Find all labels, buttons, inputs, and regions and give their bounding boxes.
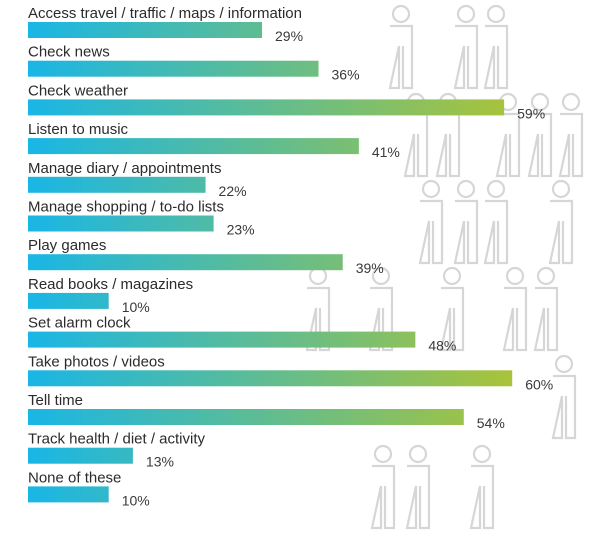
value-label: 36% (332, 67, 360, 83)
person-figure-icon (405, 444, 431, 530)
person-figure-icon (551, 354, 577, 440)
bar (28, 292, 109, 309)
value-label: 22% (219, 183, 247, 199)
value-label: 10% (122, 299, 150, 315)
category-label: Play games (28, 237, 106, 254)
person-figure-icon (439, 266, 465, 352)
bar (28, 331, 416, 348)
person-figure-icon (370, 444, 396, 530)
bar (28, 409, 464, 425)
category-label: Manage shopping / to-do lists (28, 199, 224, 216)
person-figure-icon (388, 4, 414, 90)
value-label: 23% (227, 222, 255, 238)
person-figure-icon (418, 179, 444, 265)
person-figure-icon (527, 92, 553, 178)
value-label: 60% (525, 376, 553, 392)
person-figure-icon (502, 266, 528, 352)
category-label: Set alarm clock (28, 315, 131, 332)
bar (28, 447, 133, 464)
bar (28, 215, 214, 232)
category-label: Access travel / traffic / maps / informa… (28, 5, 302, 22)
category-label: Manage diary / appointments (28, 160, 221, 177)
person-figure-icon (533, 266, 559, 352)
category-label: Tell time (28, 392, 83, 409)
category-label: None of these (28, 469, 121, 486)
person-figure-icon (469, 444, 495, 530)
bar (28, 370, 513, 387)
category-label: Check news (28, 44, 110, 61)
bar (28, 99, 505, 116)
bar (28, 254, 343, 271)
bar (28, 486, 109, 503)
bar (28, 60, 319, 77)
person-figure-icon (558, 92, 584, 178)
person-figure-icon (453, 179, 479, 265)
category-label: Read books / magazines (28, 276, 193, 293)
value-label: 59% (517, 105, 545, 121)
person-figure-icon (548, 179, 574, 265)
bar (28, 22, 263, 38)
category-label: Listen to music (28, 121, 129, 138)
value-label: 48% (428, 338, 456, 354)
value-label: 54% (477, 415, 505, 431)
value-label: 41% (372, 144, 400, 160)
value-label: 10% (122, 492, 150, 508)
bar (28, 176, 206, 193)
person-figure-icon (483, 4, 509, 90)
category-label: Take photos / videos (28, 353, 165, 370)
person-figure-icon (453, 4, 479, 90)
person-figure-icon (483, 179, 509, 265)
category-label: Track health / diet / activity (28, 431, 206, 448)
value-label: 29% (275, 28, 303, 44)
value-label: 39% (356, 260, 384, 276)
category-label: Check weather (28, 82, 128, 99)
bar (28, 138, 359, 155)
value-label: 13% (146, 454, 174, 470)
